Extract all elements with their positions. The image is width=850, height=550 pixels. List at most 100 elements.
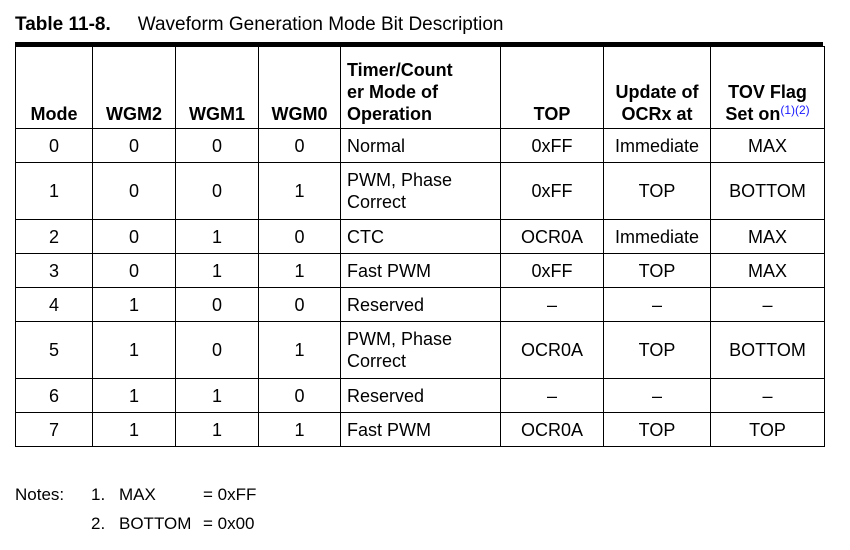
header-tov: TOV Flag Set on(1)(2) <box>710 46 825 129</box>
cell-wgm1: 0 <box>175 128 259 163</box>
table-row: 3 0 1 1 Fast PWM 0xFF TOP MAX <box>15 253 825 288</box>
note-number: 2. <box>91 514 106 533</box>
cell-wgm1: 1 <box>175 219 259 254</box>
cell-wgm0: 1 <box>258 321 341 379</box>
cell-wgm2: 0 <box>92 219 176 254</box>
cell-wgm0: 1 <box>258 412 341 447</box>
cell-top: OCR0A <box>500 412 604 447</box>
cell-update: TOP <box>603 162 711 220</box>
cell-update: TOP <box>603 253 711 288</box>
cell-tov: – <box>710 287 825 322</box>
cell-operation: Reserved <box>340 287 501 322</box>
header-operation-line3: Operation <box>347 104 433 124</box>
table-row: 2 0 1 0 CTC OCR0A Immediate MAX <box>15 219 825 254</box>
cell-wgm0: 0 <box>258 128 341 163</box>
note-value: = 0xFF <box>203 485 257 504</box>
table-row: 1 0 0 1 PWM, Phase Correct 0xFF TOP BOTTO… <box>15 162 825 220</box>
table-number: Table 11-8. <box>15 14 111 35</box>
header-update-line2: OCRx at <box>621 104 693 124</box>
cell-update: Immediate <box>603 128 711 163</box>
cell-top: OCR0A <box>500 219 604 254</box>
cell-wgm1: 0 <box>175 321 259 379</box>
cell-update: – <box>603 378 711 413</box>
header-update-line1: Update of <box>615 82 699 102</box>
cell-operation-line1: Reserved <box>347 385 425 406</box>
header-top: TOP <box>500 46 604 129</box>
cell-wgm1: 0 <box>175 287 259 322</box>
header-wgm1: WGM1 <box>175 46 259 129</box>
cell-wgm2: 0 <box>92 253 176 288</box>
cell-mode: 1 <box>15 162 93 220</box>
cell-operation-line2: Correct <box>347 192 407 212</box>
cell-tov: MAX <box>710 128 825 163</box>
table-row: 5 1 0 1 PWM, Phase Correct OCR0A TOP BOTT… <box>15 321 825 379</box>
cell-top: 0xFF <box>500 128 604 163</box>
cell-tov: BOTTOM <box>710 162 825 220</box>
table-row: 0 0 0 0 Normal 0xFF Immediate MAX <box>15 128 825 163</box>
cell-update: – <box>603 287 711 322</box>
table-row: 6 1 1 0 Reserved – – – <box>15 378 825 413</box>
cell-top: 0xFF <box>500 162 604 220</box>
cell-update: TOP <box>603 321 711 379</box>
table-row: 4 1 0 0 Reserved – – – <box>15 287 825 322</box>
cell-mode: 5 <box>15 321 93 379</box>
cell-wgm2: 1 <box>92 378 176 413</box>
cell-operation: Fast PWM <box>340 253 501 288</box>
table-title: Waveform Generation Mode Bit Description <box>137 14 504 35</box>
cell-wgm2: 1 <box>92 287 176 322</box>
cell-wgm1: 1 <box>175 412 259 447</box>
table-notes: Notes: 1. MAX = 0xFF 2. BOTTOM = 0x00 <box>15 480 256 538</box>
cell-operation-line2: Correct <box>347 351 407 371</box>
table-row: 7 1 1 1 Fast PWM OCR0A TOP TOP <box>15 412 825 447</box>
cell-top: OCR0A <box>500 321 604 379</box>
cell-operation-line1: Reserved <box>347 294 425 315</box>
note-item: Notes: 1. MAX = 0xFF <box>15 480 256 509</box>
cell-tov: MAX <box>710 253 825 288</box>
cell-wgm0: 1 <box>258 253 341 288</box>
header-tov-line2: Set on <box>725 104 781 124</box>
cell-wgm0: 0 <box>258 378 341 413</box>
cell-operation-line1: Normal <box>347 135 406 156</box>
cell-mode: 2 <box>15 219 93 254</box>
cell-operation: Fast PWM <box>340 412 501 447</box>
cell-wgm1: 1 <box>175 378 259 413</box>
cell-wgm1: 1 <box>175 253 259 288</box>
header-wgm2: WGM2 <box>92 46 176 129</box>
cell-top: – <box>500 287 604 322</box>
note-number: 1. <box>91 485 106 504</box>
cell-wgm2: 0 <box>92 162 176 220</box>
cell-update: TOP <box>603 412 711 447</box>
cell-wgm2: 1 <box>92 321 176 379</box>
cell-wgm0: 1 <box>258 162 341 220</box>
cell-mode: 7 <box>15 412 93 447</box>
cell-tov: BOTTOM <box>710 321 825 379</box>
cell-operation: Reserved <box>340 378 501 413</box>
cell-operation-line1: PWM, Phase <box>347 329 453 349</box>
cell-tov: – <box>710 378 825 413</box>
cell-wgm2: 0 <box>92 128 176 163</box>
header-wgm0: WGM0 <box>258 46 341 129</box>
cell-operation-line1: Fast PWM <box>347 419 431 440</box>
cell-operation: PWM, Phase Correct <box>340 162 501 220</box>
notes-label: Notes: <box>15 485 65 504</box>
note-value: = 0x00 <box>203 514 255 533</box>
header-operation-line2: er Mode of <box>347 82 439 102</box>
footnote-link[interactable]: (1)(2) <box>780 103 810 117</box>
cell-operation: CTC <box>340 219 501 254</box>
cell-tov: TOP <box>710 412 825 447</box>
cell-wgm1: 0 <box>175 162 259 220</box>
table-caption: Table 11-8. Waveform Generation Mode Bit … <box>15 14 504 36</box>
cell-mode: 3 <box>15 253 93 288</box>
header-operation-line1: Timer/Count <box>347 60 453 80</box>
header-update: Update of OCRx at <box>603 46 711 129</box>
cell-mode: 6 <box>15 378 93 413</box>
waveform-mode-table: Mode WGM2 WGM1 WGM0 Timer/Count er Mode … <box>15 46 825 447</box>
cell-operation-line1: PWM, Phase <box>347 170 453 190</box>
cell-operation-line1: Fast PWM <box>347 260 431 281</box>
cell-wgm0: 0 <box>258 219 341 254</box>
cell-top: – <box>500 378 604 413</box>
cell-update: Immediate <box>603 219 711 254</box>
header-row: Mode WGM2 WGM1 WGM0 Timer/Count er Mode … <box>15 46 825 129</box>
header-tov-line1: TOV Flag <box>728 82 807 102</box>
cell-operation: Normal <box>340 128 501 163</box>
